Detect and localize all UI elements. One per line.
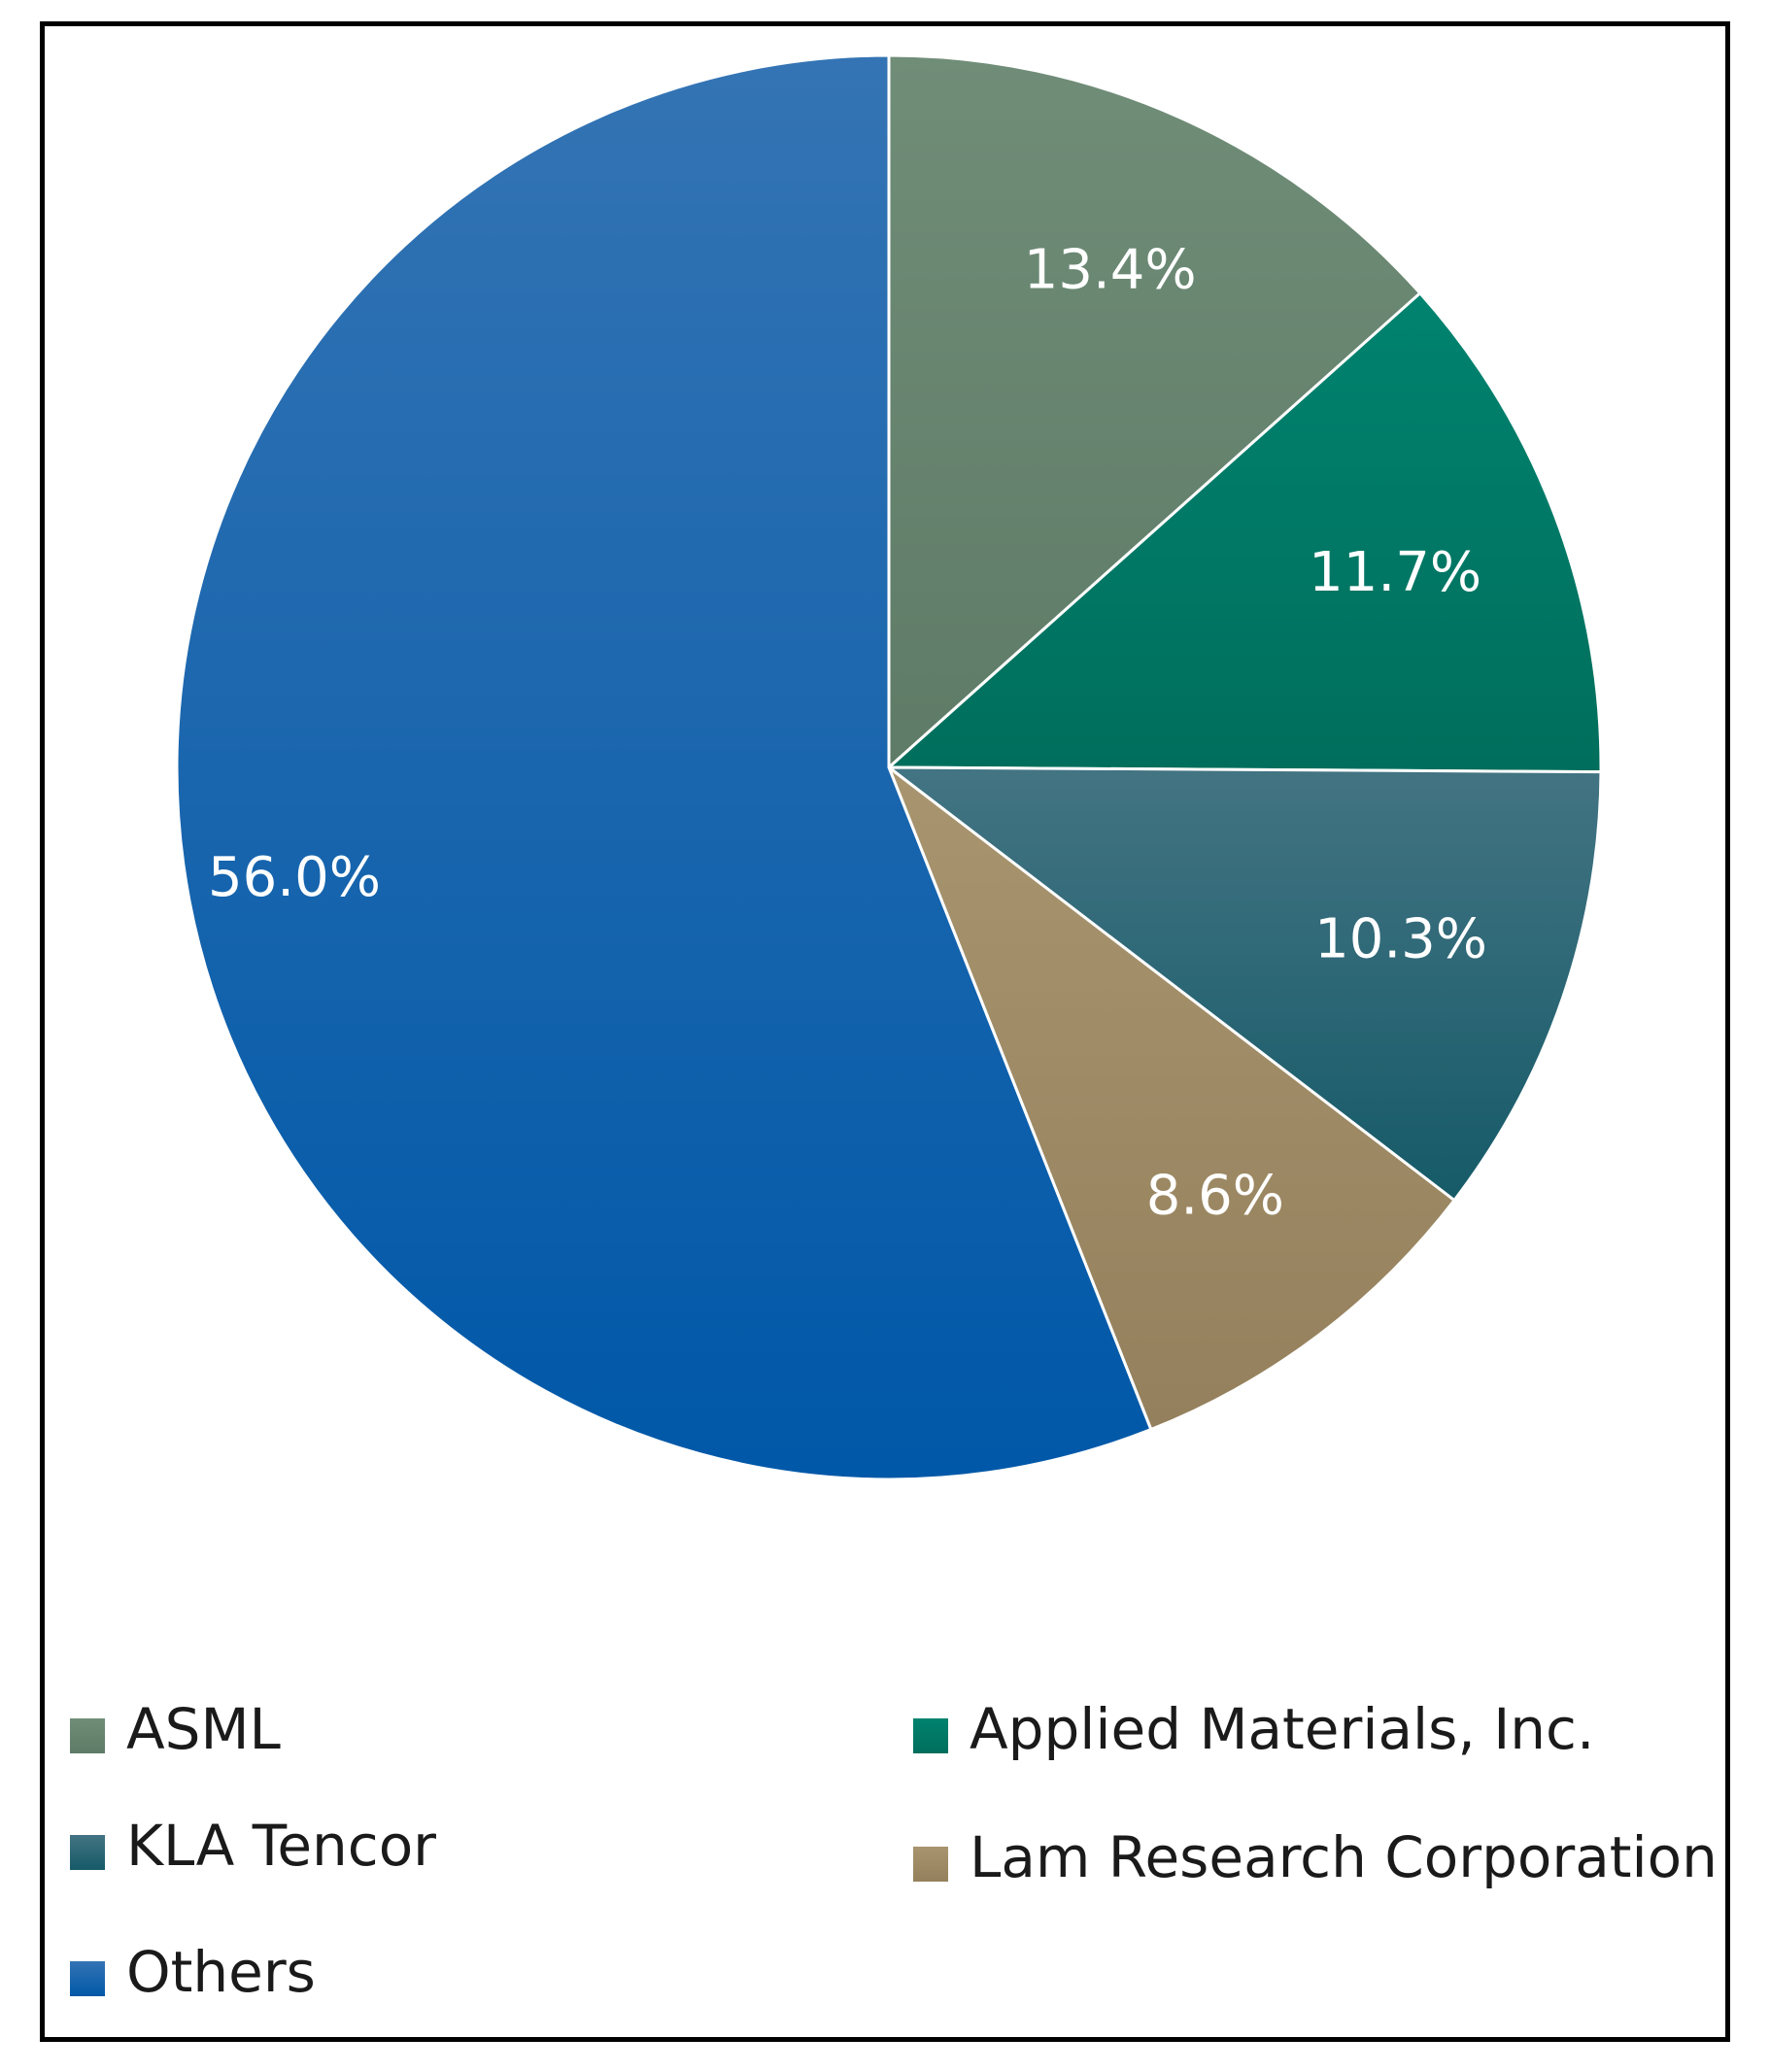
legend-label-kla-tencor: KLA Tencor [126,1813,437,1879]
pie-slice-applied-materials-inc [885,290,1603,774]
legend-label-asml: ASML [126,1696,281,1762]
legend-label-lam-research: Lam Research Corporation [970,1824,1718,1890]
legend-swatch-kla-tencor [70,1835,105,1870]
pie-label-kla-tencor: 10.3% [1314,908,1487,971]
legend-item-asml: ASML [70,1690,281,1768]
pie-label-asml: 13.4% [1024,239,1197,302]
legend-label-others: Others [126,1939,316,2005]
pie-slice-asml [887,53,1422,771]
legend-item-kla-tencor: KLA Tencor [70,1807,436,1885]
pie-label-applied-materials-inc: 11.7% [1309,541,1481,604]
legend-swatch-asml [70,1718,105,1753]
legend-item-lam-research: Lam Research Corporation [913,1818,1718,1896]
pie-slice-others [175,53,1153,1481]
legend-item-applied-materials: Applied Materials, Inc. [913,1690,1594,1768]
pie-label-lam-research-corporation: 8.6% [1146,1165,1284,1228]
legend-label-applied-materials: Applied Materials, Inc. [970,1696,1595,1762]
pie-labels: 13.4% 11.7% 10.3% 8.6% 56.0% [208,239,1487,1228]
legend-item-others: Others [70,1933,316,2011]
pie-label-others: 56.0% [208,846,381,909]
legend-swatch-lam-research [913,1847,948,1882]
pie-slice-kla-tencor [884,765,1603,1203]
legend-swatch-applied-materials [913,1718,948,1753]
legend-swatch-others [70,1961,105,1996]
pie-slices [175,53,1603,1481]
pie-slice-lam-research-corporation [885,763,1457,1432]
